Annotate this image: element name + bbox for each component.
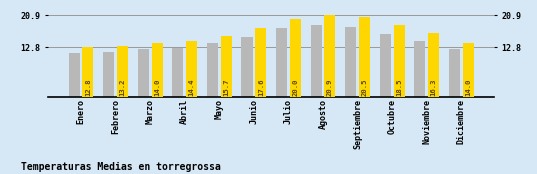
Bar (221, 36, 232, 97)
Text: 20.9: 20.9 (327, 79, 333, 96)
Bar (151, 42, 163, 97)
Bar (207, 43, 218, 97)
Bar (310, 25, 322, 97)
Text: 12.8: 12.8 (85, 79, 91, 96)
Text: 15.7: 15.7 (223, 79, 229, 96)
Bar (69, 53, 79, 97)
Bar (103, 52, 114, 97)
Bar (186, 41, 197, 97)
Bar (394, 25, 405, 97)
Bar (463, 42, 474, 97)
Text: 20.5: 20.5 (361, 79, 367, 96)
Text: 14.0: 14.0 (154, 79, 160, 96)
Text: Temperaturas Medias en torregrossa: Temperaturas Medias en torregrossa (21, 162, 221, 172)
Bar (137, 49, 149, 97)
Text: 13.2: 13.2 (120, 79, 126, 96)
Bar (117, 46, 128, 97)
Bar (359, 17, 370, 97)
Bar (415, 41, 425, 97)
Bar (276, 28, 287, 97)
Bar (172, 48, 183, 97)
Text: 14.4: 14.4 (188, 79, 195, 96)
Text: 14.0: 14.0 (465, 79, 471, 96)
Bar (345, 27, 356, 97)
Bar (242, 37, 252, 97)
Bar (82, 47, 93, 97)
Text: 17.6: 17.6 (258, 79, 264, 96)
Bar (290, 19, 301, 97)
Bar (449, 49, 460, 97)
Bar (428, 33, 439, 97)
Text: 20.0: 20.0 (292, 79, 299, 96)
Text: 16.3: 16.3 (431, 79, 437, 96)
Bar (255, 28, 266, 97)
Bar (324, 15, 336, 97)
Text: 18.5: 18.5 (396, 79, 402, 96)
Bar (380, 34, 391, 97)
